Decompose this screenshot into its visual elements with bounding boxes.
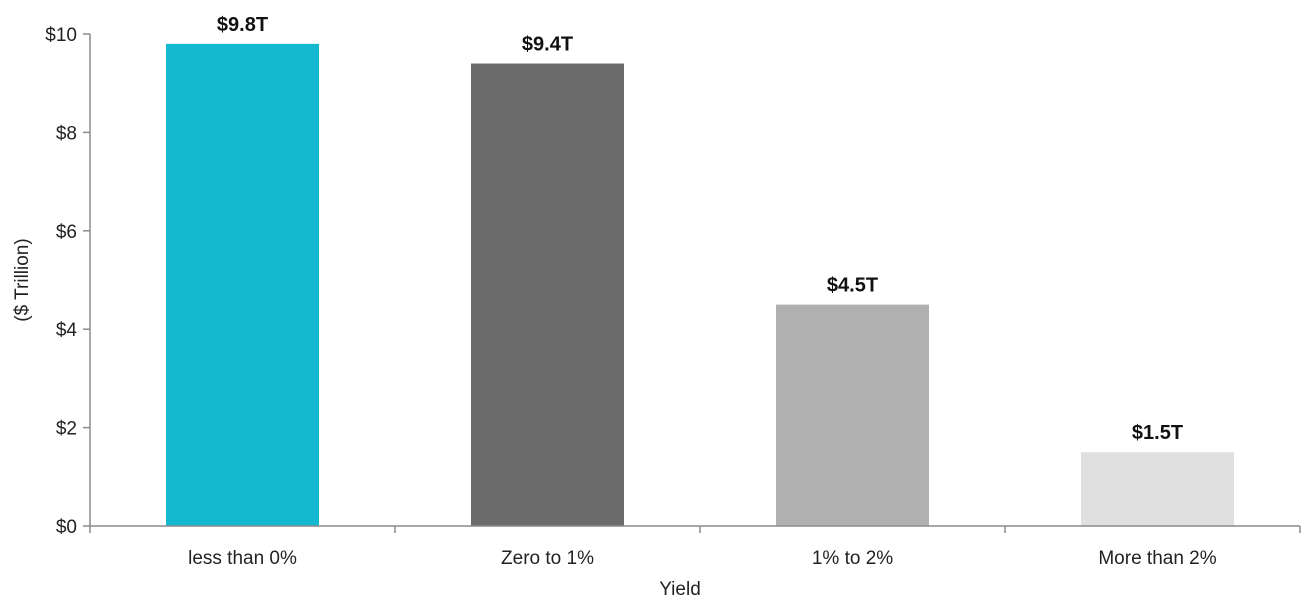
x-tick-label: 1% to 2% <box>812 548 893 569</box>
bar <box>776 304 929 526</box>
y-tick-label: $6 <box>56 222 77 243</box>
y-axis-title: ($ Trillion) <box>12 238 33 321</box>
data-label: $9.4T <box>522 34 573 56</box>
x-tick-label: less than 0% <box>188 548 297 569</box>
y-tick-label: $4 <box>56 320 78 341</box>
data-label: $9.8T <box>217 14 268 36</box>
y-tick-label: $2 <box>56 419 77 440</box>
y-tick-label: $0 <box>56 517 77 538</box>
bar <box>1081 452 1234 526</box>
data-label: $4.5T <box>827 275 878 297</box>
data-labels-group: $9.8T $9.4T $4.5T $1.5T <box>217 14 1183 444</box>
x-axis-title: Yield <box>659 579 701 600</box>
x-tick-label: More than 2% <box>1098 548 1216 569</box>
bars-group <box>166 43 1234 527</box>
y-tick-label: $8 <box>56 123 77 144</box>
y-axis-ticks: $0 $2 $4 $6 $8 $10 <box>45 25 90 538</box>
x-tick-label: Zero to 1% <box>501 548 594 569</box>
x-axis-ticks: less than 0% Zero to 1% 1% to 2% More than … <box>89 526 1301 569</box>
bar <box>471 63 624 527</box>
bar <box>166 43 319 527</box>
data-label: $1.5T <box>1132 422 1183 444</box>
y-tick-label: $10 <box>45 25 77 46</box>
